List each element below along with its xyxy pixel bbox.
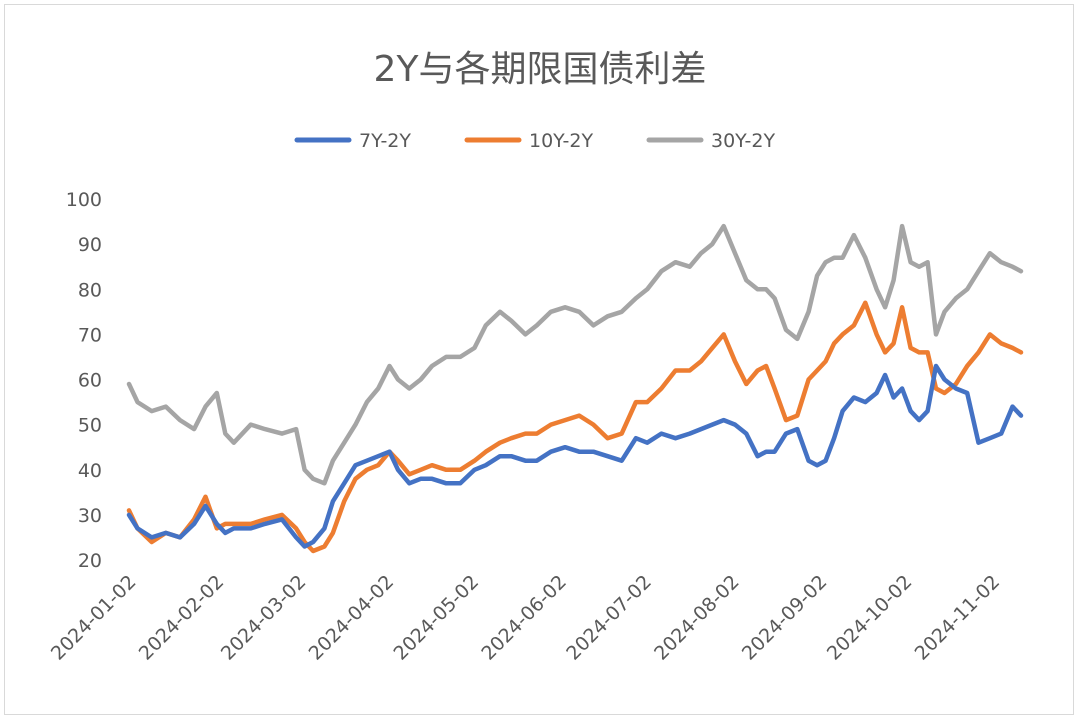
chart-canvas: 2Y与各期限国债利差 7Y-2Y 10Y-2Y 30Y-2Y 20 30 40 50 60 7… [47, 49, 1024, 665]
legend-label: 10Y-2Y [529, 130, 593, 152]
series-line-10y-2y [126, 300, 1024, 554]
y-tick-label: 80 [78, 279, 102, 301]
chart-title: 2Y与各期限国债利差 [374, 49, 707, 90]
x-tick-label: 2024-07-02 [562, 571, 656, 665]
y-tick-label: 60 [78, 370, 102, 392]
x-tick-label: 2024-11-02 [911, 571, 1005, 665]
legend-label: 7Y-2Y [359, 130, 411, 152]
series-lines [126, 223, 1024, 554]
x-tick-label: 2024-09-02 [738, 571, 832, 665]
y-tick-label: 90 [78, 234, 102, 256]
x-tick-label: 2024-04-02 [305, 571, 399, 665]
y-tick-label: 70 [78, 324, 102, 346]
y-tick-label: 20 [78, 550, 102, 572]
x-tick-label: 2024-06-02 [477, 571, 571, 665]
chart-frame: 2Y与各期限国债利差 7Y-2Y 10Y-2Y 30Y-2Y 20 30 40 50 60 7… [4, 4, 1074, 715]
legend-item-7y-2y: 7Y-2Y [294, 130, 411, 152]
x-tick-label: 2024-03-02 [217, 571, 311, 665]
x-tick-label: 2024-02-02 [135, 571, 229, 665]
x-tick-label: 2024-01-02 [47, 571, 141, 665]
series-line-30y-2y [126, 223, 1024, 486]
legend: 7Y-2Y 10Y-2Y 30Y-2Y [294, 130, 775, 152]
y-axis-tick-labels: 20 30 40 50 60 70 80 90 100 [66, 189, 102, 572]
x-tick-label: 2024-05-02 [390, 571, 484, 665]
x-axis-tick-labels: 2024-01-022024-02-022024-03-022024-04-02… [47, 571, 1004, 665]
legend-label: 30Y-2Y [711, 130, 775, 152]
y-tick-label: 40 [78, 460, 102, 482]
y-tick-label: 50 [78, 415, 102, 437]
x-tick-label: 2024-10-02 [823, 571, 917, 665]
y-tick-label: 100 [66, 189, 102, 211]
legend-item-30y-2y: 30Y-2Y [646, 130, 775, 152]
y-tick-label: 30 [78, 505, 102, 527]
x-tick-label: 2024-08-02 [650, 571, 744, 665]
series-line-7y-2y [126, 363, 1024, 549]
legend-item-10y-2y: 10Y-2Y [464, 130, 593, 152]
